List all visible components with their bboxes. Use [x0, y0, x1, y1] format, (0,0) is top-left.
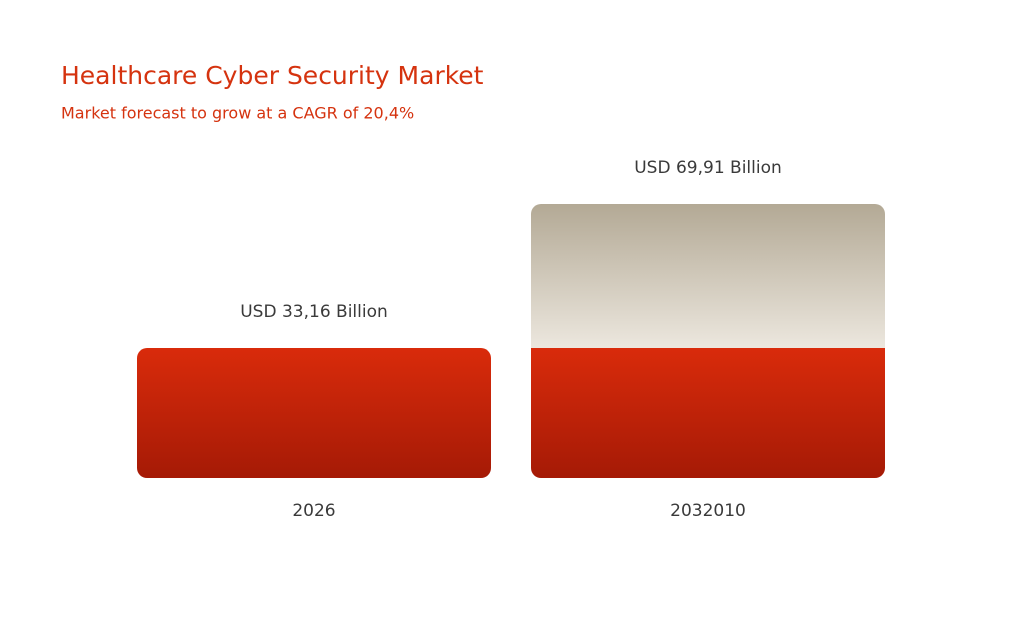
bar: [531, 204, 885, 478]
value-label: USD 69,91 Billion: [634, 158, 782, 178]
x-tick-label: 2032010: [670, 501, 746, 521]
chart-subtitle: Market forecast to grow at a CAGR of 20,…: [61, 104, 414, 123]
bar: [137, 348, 491, 478]
x-tick-label: 2026: [292, 501, 335, 521]
value-label: USD 33,16 Billion: [240, 302, 388, 322]
chart-title: Healthcare Cyber Security Market: [61, 61, 484, 90]
